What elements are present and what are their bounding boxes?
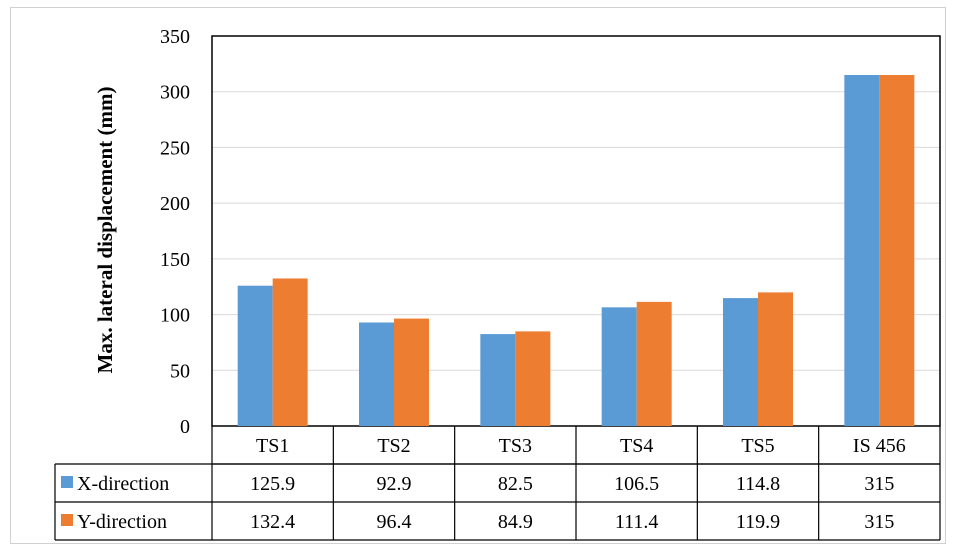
plot-area-border: [211, 35, 941, 427]
legend-label: X-direction: [77, 473, 169, 495]
data-label: 125.9: [250, 473, 295, 495]
bar-y-direction-ts1: [272, 278, 308, 426]
data-label: 315: [864, 473, 894, 495]
bar-x-direction-ts5: [723, 298, 758, 426]
data-label: 119.9: [736, 511, 780, 533]
y-tick-label: 300: [160, 82, 190, 104]
bar-y-direction-is-456: [879, 75, 915, 426]
y-axis-title: Max. lateral displacement (mm): [93, 87, 117, 374]
data-label: 84.9: [498, 511, 533, 533]
x-tick-label: TS1: [256, 435, 289, 457]
bar-x-direction-ts4: [601, 307, 637, 426]
legend-label: Y-direction: [77, 511, 167, 533]
data-label: 111.4: [615, 511, 659, 533]
y-tick-label: 350: [160, 26, 190, 48]
legend-key-x-direction: [61, 476, 73, 488]
gridlines: [211, 35, 941, 427]
bars: [237, 75, 915, 426]
y-tick-label: 150: [160, 249, 190, 271]
x-tick-label: TS3: [499, 435, 532, 457]
chart-frame: [10, 7, 946, 544]
bar-y-direction-ts2: [394, 318, 429, 426]
bar-y-direction-ts5: [758, 292, 793, 426]
bar-x-direction-ts2: [359, 322, 394, 426]
y-tick-label: 50: [170, 360, 190, 382]
data-label: 315: [864, 511, 894, 533]
x-tick-label: TS4: [620, 435, 653, 457]
y-tick-label: 100: [160, 305, 190, 327]
bar-x-direction-is-456: [844, 75, 880, 426]
data-label: 82.5: [498, 473, 533, 495]
data-table: TS1 TS2 TS3 TS4 TS5 IS 456 X-direction 125.9 92.…: [54, 426, 941, 541]
data-label: 132.4: [250, 511, 295, 533]
data-label: 92.9: [377, 473, 412, 495]
y-tick-label: 200: [160, 193, 190, 215]
x-tick-label: IS 456: [853, 435, 906, 457]
data-label: 114.8: [736, 473, 780, 495]
y-tick-label: 250: [160, 137, 190, 159]
bar-x-direction-ts3: [480, 334, 516, 426]
y-tick-label: 0: [180, 416, 190, 438]
data-label: 96.4: [377, 511, 412, 533]
data-label: 106.5: [614, 473, 659, 495]
y-tick-labels: 0 50 100 150 200 250 300 350: [160, 26, 190, 438]
legend-key-y-direction: [61, 514, 73, 526]
bar-x-direction-ts1: [237, 285, 273, 426]
x-tick-label: TS2: [377, 435, 410, 457]
x-tick-label: TS5: [741, 435, 774, 457]
bar-y-direction-ts3: [515, 331, 551, 426]
bar-y-direction-ts4: [636, 301, 672, 426]
